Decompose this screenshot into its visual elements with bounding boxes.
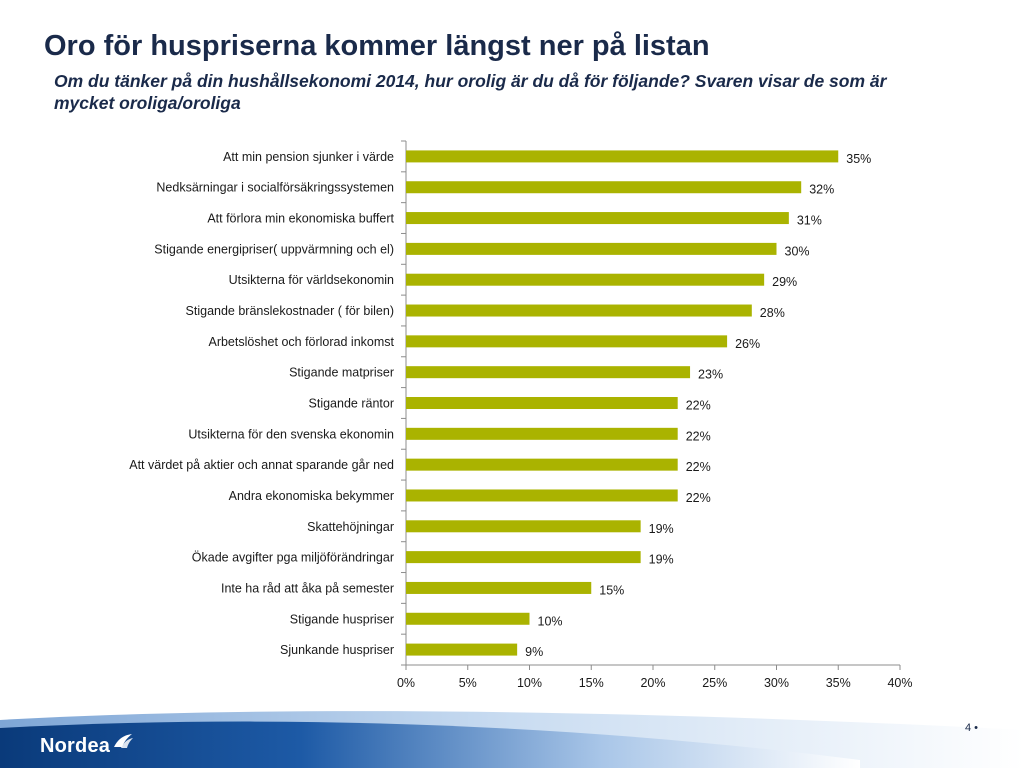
category-label: Stigande bränslekostnader ( för bilen) xyxy=(186,304,394,318)
nordea-logo-text: Nordea xyxy=(40,735,111,757)
bar xyxy=(406,581,592,594)
data-label: 19% xyxy=(649,553,674,567)
category-label: Stigande matpriser xyxy=(289,366,394,380)
bar xyxy=(406,458,678,471)
x-tick-label: 40% xyxy=(887,676,912,690)
category-label: Att förlora min ekonomiska buffert xyxy=(207,212,394,226)
bar xyxy=(406,520,641,533)
bar xyxy=(406,212,789,225)
category-label: Inte ha råd att åka på semester xyxy=(221,581,394,595)
data-label: 29% xyxy=(772,275,797,289)
bar xyxy=(406,551,641,564)
data-label: 9% xyxy=(525,645,543,659)
x-tick-label: 35% xyxy=(826,676,851,690)
x-tick-label: 0% xyxy=(397,676,415,690)
bar xyxy=(406,181,802,194)
data-label: 10% xyxy=(538,614,563,628)
slide-subtitle: Om du tänker på din hushållsekonomi 2014… xyxy=(54,71,887,113)
bar-chart: 0% 5% 10% 15% 20% 25% 30% 35% 40% Att min pension… xyxy=(129,140,913,690)
category-label: Ökade avgifter pga miljöförändringar xyxy=(192,551,394,565)
x-tick-label: 5% xyxy=(459,676,477,690)
x-tick-label: 15% xyxy=(579,676,604,690)
data-label: 30% xyxy=(785,244,810,258)
category-label: Arbetslöshet och förlorad inkomst xyxy=(208,335,394,349)
bar xyxy=(406,335,728,348)
data-label: 31% xyxy=(797,214,822,228)
nordea-sail-icon xyxy=(114,734,133,748)
category-label: Skattehöjningar xyxy=(307,520,394,534)
category-label: Stigande energipriser( uppvärmning och e… xyxy=(154,242,394,256)
bar xyxy=(406,643,518,656)
bar xyxy=(406,273,765,286)
data-label: 22% xyxy=(686,491,711,505)
x-tick-label: 25% xyxy=(702,676,727,690)
bar xyxy=(406,427,678,440)
footer-band xyxy=(0,711,1024,768)
category-label: Att värdet på aktier och annat sparande … xyxy=(129,458,394,472)
bar xyxy=(406,612,530,625)
bar xyxy=(406,150,839,163)
category-label: Utsikterna för den svenska ekonomin xyxy=(188,427,394,441)
data-label: 22% xyxy=(686,399,711,413)
page-number: 4 • xyxy=(964,722,978,734)
category-label: Andra ekonomiska bekymmer xyxy=(229,489,394,503)
category-label: Stigande huspriser xyxy=(290,612,394,626)
category-label: Utsikterna för världsekonomin xyxy=(229,273,394,287)
slide-title: Oro för huspriserna kommer längst ner på… xyxy=(44,30,710,62)
data-label: 35% xyxy=(846,152,871,166)
category-label: Sjunkande huspriser xyxy=(280,643,394,657)
bar xyxy=(406,304,752,317)
data-label: 22% xyxy=(686,429,711,443)
x-tick-label: 20% xyxy=(640,676,665,690)
category-label: Nedksärningar i socialförsäkringssysteme… xyxy=(156,181,394,195)
bar xyxy=(406,242,777,255)
x-tick-label: 30% xyxy=(764,676,789,690)
data-label: 19% xyxy=(649,522,674,536)
data-label: 15% xyxy=(599,583,624,597)
data-label: 32% xyxy=(809,183,834,197)
bar xyxy=(406,489,678,502)
bar xyxy=(406,397,678,409)
data-label: 22% xyxy=(686,460,711,474)
category-label: Att min pension sjunker i värde xyxy=(223,150,394,164)
x-tick-label: 10% xyxy=(517,676,542,690)
bar xyxy=(406,366,691,379)
data-label: 26% xyxy=(735,337,760,351)
data-label: 23% xyxy=(698,368,723,382)
category-label: Stigande räntor xyxy=(309,397,394,411)
data-label: 28% xyxy=(760,306,785,320)
